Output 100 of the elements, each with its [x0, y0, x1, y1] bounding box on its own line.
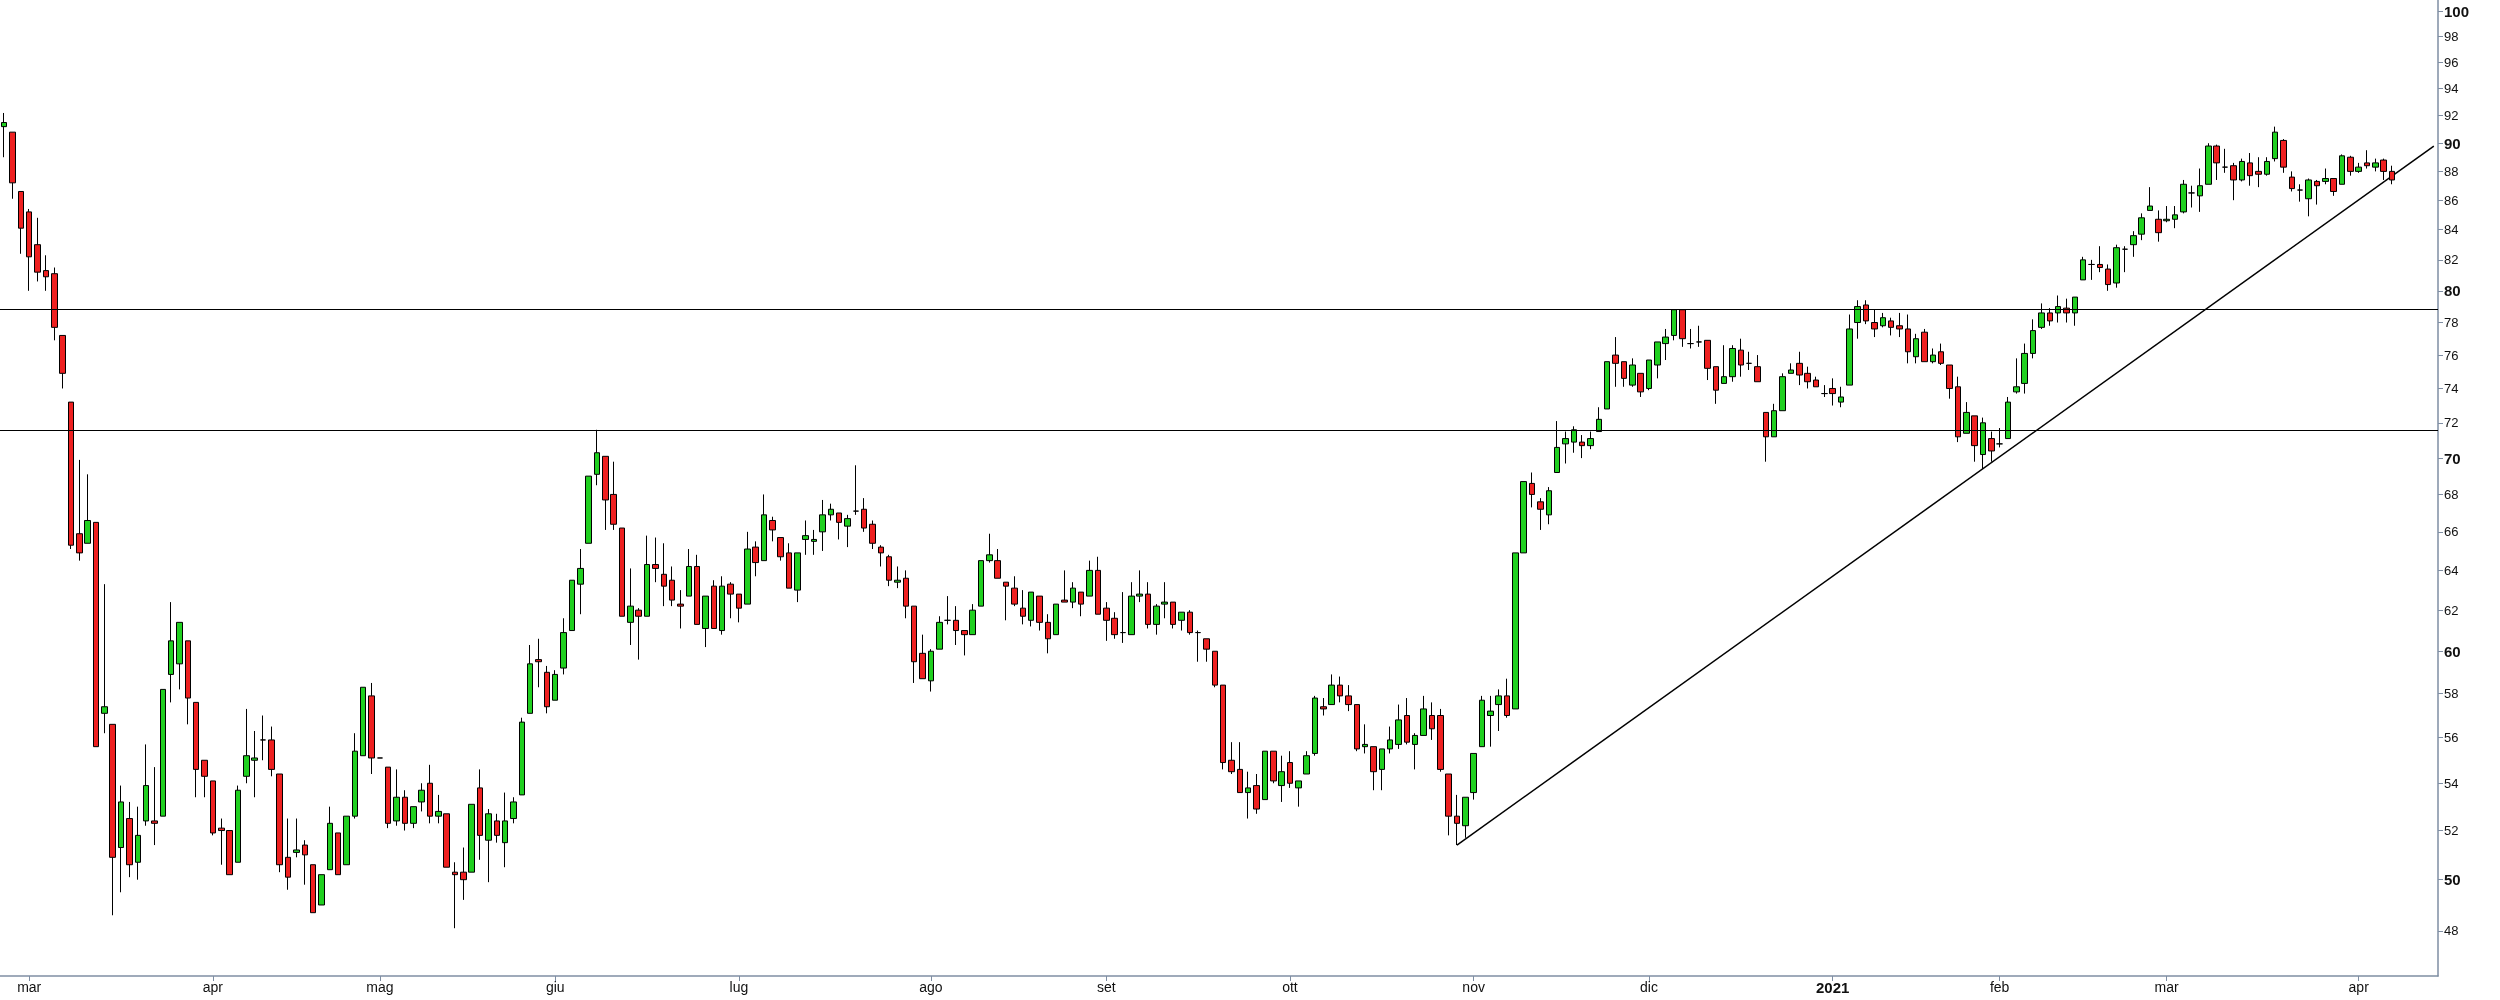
candlestick [268, 726, 275, 777]
candlestick [911, 605, 917, 684]
candlestick [1379, 748, 1385, 791]
candlestick [418, 782, 425, 812]
candlestick [2180, 179, 2187, 214]
candlestick [585, 475, 592, 544]
y-tick-label: 74 [2444, 380, 2459, 396]
candlestick [2105, 263, 2111, 292]
x-tick-label: nov [1462, 979, 1485, 995]
candlestick [2172, 205, 2178, 229]
candlestick [1237, 741, 1243, 794]
candlestick [619, 527, 625, 617]
candlestick [2255, 156, 2262, 188]
candlestick [1362, 723, 1368, 754]
candlestick [2272, 126, 2278, 162]
candlestick [1429, 701, 1435, 741]
candlestick [878, 544, 884, 567]
candlestick [2297, 183, 2303, 203]
candlestick [2280, 138, 2287, 174]
y-tick-label: 48 [2444, 923, 2459, 939]
y-tick-label: 60 [2444, 642, 2461, 660]
candlestick [1295, 780, 1302, 808]
candlestick [1905, 314, 1911, 364]
candlestick [527, 644, 533, 714]
candlestick [1462, 796, 1469, 839]
candlestick [1212, 650, 1218, 688]
candlestick [310, 864, 316, 914]
candlestick [1011, 575, 1018, 607]
y-tick-label: 76 [2444, 347, 2459, 363]
candlestick [1888, 317, 1894, 336]
candlestick [953, 605, 959, 646]
x-tick-label: apr [2348, 979, 2370, 995]
candlestick [886, 554, 892, 587]
candlestick [1145, 581, 1151, 629]
candlestick [1228, 741, 1235, 775]
candlestick [1253, 773, 1260, 815]
candlestick [477, 768, 483, 861]
candlestick [1729, 344, 1736, 383]
candlestick [894, 565, 901, 589]
candlestick [1354, 704, 1360, 752]
candlestick [1846, 314, 1853, 386]
candlestick [1754, 354, 1761, 383]
candlestick [285, 818, 291, 891]
candlestick [978, 560, 984, 607]
candlestick [1312, 695, 1318, 757]
candlestick [352, 732, 358, 820]
candlestick [1045, 613, 1051, 654]
candlestick [644, 535, 650, 617]
y-tick-label: 100 [2444, 2, 2470, 20]
candlestick [176, 621, 183, 690]
y-tick-label: 84 [2444, 222, 2459, 238]
candlestick [903, 569, 909, 619]
y-tick-label: 98 [2444, 29, 2459, 45]
y-tick-label: 68 [2444, 486, 2459, 502]
candlestick [34, 217, 41, 282]
candlestick [210, 780, 216, 836]
y-tick-label: 62 [2444, 602, 2459, 618]
candlestick [135, 806, 141, 881]
x-tick-label: apr [202, 979, 224, 995]
candlestick [385, 766, 391, 829]
candlestick [552, 669, 558, 701]
candlestick [1938, 343, 1944, 366]
x-tick-label: mag [366, 979, 394, 995]
candlestick [109, 723, 116, 916]
candlestick [1579, 434, 1585, 459]
y-tick-label: 64 [2444, 562, 2459, 578]
candlestick [1078, 591, 1084, 617]
candlestick [1086, 560, 1093, 597]
candlestick [1028, 591, 1034, 627]
x-tick-label: feb [1989, 979, 2010, 995]
candlestick [652, 537, 659, 583]
candlestick [719, 575, 725, 636]
y-tick-label: 82 [2444, 252, 2459, 268]
candlestick [1337, 676, 1343, 703]
candlestick [1621, 361, 1627, 388]
candlestick [143, 743, 149, 827]
candlestick [402, 789, 408, 832]
candlestick [694, 554, 700, 625]
candlestick [293, 818, 300, 858]
candlestick [844, 514, 851, 548]
x-tick-label: ago [919, 979, 943, 995]
candlestick [1529, 472, 1535, 508]
candlestick [2080, 256, 2086, 281]
candlestick [1070, 581, 1076, 609]
candlestick [1220, 684, 1226, 770]
candlestick [1, 112, 7, 158]
candlestick [1445, 773, 1452, 836]
candlestick [2088, 259, 2095, 281]
candlestick [569, 579, 575, 632]
candlestick [2188, 185, 2195, 208]
candlestick [2339, 153, 2345, 185]
candlestick [1178, 611, 1185, 632]
candlestick [677, 589, 684, 629]
candlestick [2222, 148, 2228, 174]
candlestick [1546, 486, 1552, 525]
candlestick [544, 665, 550, 714]
candlestick [2122, 245, 2128, 273]
candlestick [1420, 695, 1427, 736]
y-tick-label: 94 [2444, 81, 2459, 97]
candlestick [260, 715, 266, 761]
